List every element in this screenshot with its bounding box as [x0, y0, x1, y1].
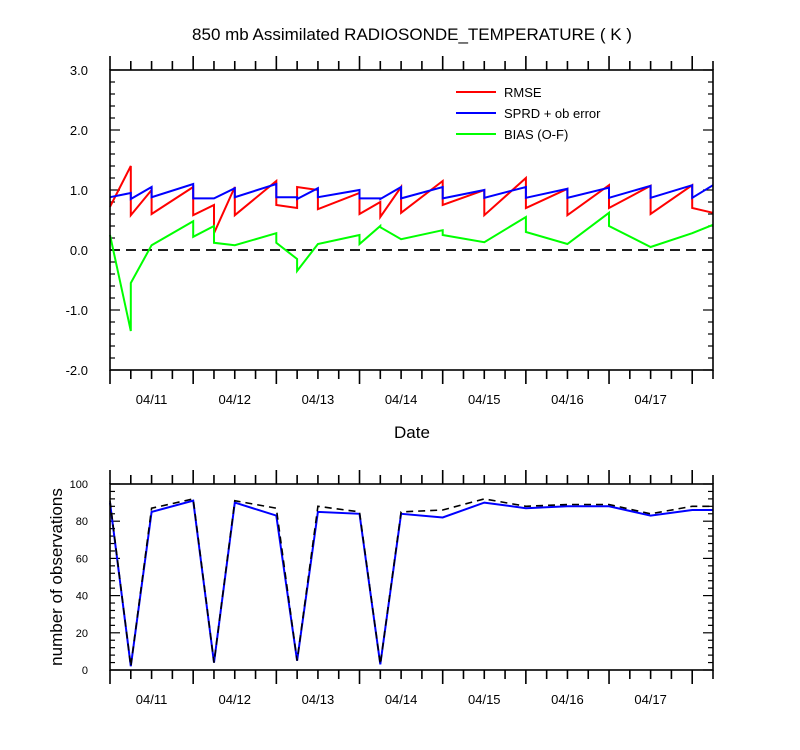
top-x-tick-label: 04/15 — [468, 392, 501, 407]
bottom-x-tick-label: 04/14 — [385, 692, 418, 707]
legend-label: SPRD + ob error — [504, 106, 601, 121]
top-y-tick-label: 2.0 — [70, 123, 88, 138]
top-panel-ticks — [109, 56, 714, 384]
top-x-tick-label: 04/13 — [302, 392, 335, 407]
bottom-panel-series — [109, 497, 713, 667]
top-x-tick-label: 04/17 — [634, 392, 667, 407]
top-series-sprd-ob-error — [109, 182, 714, 201]
bottom-y-tick-label: 80 — [76, 516, 88, 528]
bottom-panel-frame — [109, 483, 714, 671]
legend-label: RMSE — [504, 85, 542, 100]
bottom-y-tick-label: 0 — [82, 665, 88, 677]
bottom-y-tick-label: 100 — [70, 479, 88, 491]
legend: RMSE SPRD + ob error BIAS (O-F) — [456, 85, 601, 142]
bottom-series-assimilated — [109, 499, 713, 667]
top-y-tick-label: 0.0 — [70, 243, 88, 258]
bottom-y-tick-label: 60 — [76, 553, 88, 565]
top-y-tick-label: -1.0 — [66, 303, 88, 318]
top-y-tick-label: 3.0 — [70, 63, 88, 78]
bottom-y-tick-label: 20 — [76, 628, 88, 640]
top-y-tick-label: 1.0 — [70, 183, 88, 198]
bottom-x-tick-label: 04/17 — [634, 692, 667, 707]
x-axis-label: Date — [394, 423, 430, 442]
bottom-x-tick-label: 04/13 — [302, 692, 335, 707]
bottom-panel-ticks — [109, 470, 714, 684]
top-x-tick-label: 04/14 — [385, 392, 418, 407]
top-x-tick-label: 04/16 — [551, 392, 584, 407]
bottom-x-tick-label: 04/16 — [551, 692, 584, 707]
y-axis-label-observations: number of observations — [47, 488, 66, 666]
bottom-panel-tick-labels: 0 20 40 60 80 100 04/11 04/12 04/13 04/14 04/15 04/… — [70, 479, 667, 707]
legend-label: BIAS (O-F) — [504, 127, 568, 142]
top-panel-series — [109, 165, 714, 332]
top-series-rmse — [109, 165, 714, 234]
chart-title: 850 mb Assimilated RADIOSONDE_TEMPERATUR… — [192, 25, 632, 44]
bottom-x-tick-label: 04/15 — [468, 692, 501, 707]
top-panel-frame — [109, 69, 714, 371]
top-panel-tick-labels: -2.0 -1.0 0.0 1.0 2.0 3.0 04/11 04/12 04/13 04/14… — [66, 63, 667, 407]
bottom-x-tick-label: 04/12 — [218, 692, 251, 707]
top-x-tick-label: 04/12 — [218, 392, 251, 407]
bottom-series-possible — [109, 497, 713, 667]
bottom-y-tick-label: 40 — [76, 591, 88, 603]
bottom-x-tick-label: 04/11 — [136, 692, 168, 707]
top-series-bias-o-f — [109, 210, 714, 332]
top-x-tick-label: 04/11 — [136, 392, 168, 407]
top-y-tick-label: -2.0 — [66, 363, 88, 378]
